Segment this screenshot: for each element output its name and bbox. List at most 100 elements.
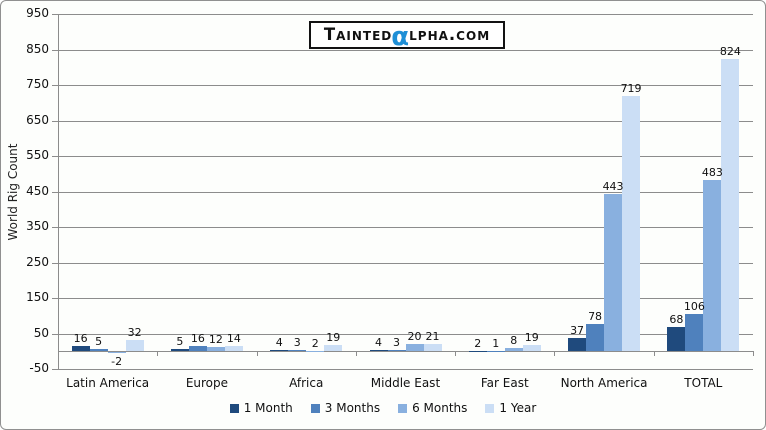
y-tick-label: 450 (26, 183, 49, 198)
bar-value-label: 68 (669, 313, 684, 327)
bar-3-months (685, 313, 704, 352)
legend-label: 1 Year (499, 401, 537, 415)
y-axis-line (58, 14, 59, 369)
logo-text-prefix: Tainted (323, 24, 393, 44)
bar-value-label: 5 (176, 335, 184, 349)
legend-item: 3 Months (310, 401, 381, 415)
bar-value-label: 16 (73, 331, 88, 345)
bar-value-label: 4 (375, 335, 382, 349)
x-axis-line (58, 351, 753, 353)
y-axis-tick (52, 49, 58, 51)
y-tick-label: 850 (26, 41, 49, 56)
gridline (58, 191, 753, 193)
y-axis-tick (52, 14, 58, 15)
bar-value-label: 19 (326, 330, 341, 344)
category-label: Middle East (370, 376, 441, 390)
gridline (58, 120, 753, 122)
x-axis-tick (355, 351, 357, 357)
y-tick-label: 950 (26, 6, 49, 20)
category-label: Europe (185, 376, 229, 390)
bar-1-year (324, 344, 343, 352)
category-label: Far East (480, 376, 529, 390)
category-label: Africa (289, 376, 324, 390)
bar-1-month (270, 349, 289, 352)
bar-1-year (125, 339, 144, 352)
gridline (58, 85, 753, 86)
bar-1-month (468, 350, 487, 352)
y-axis-tick (52, 120, 58, 122)
x-axis-tick (256, 351, 258, 357)
bar-value-label: 12 (208, 332, 223, 346)
x-axis-tick (753, 351, 754, 357)
bar-value-label: 14 (226, 332, 241, 346)
bar-6-months (604, 193, 623, 352)
bar-value-label: 21 (425, 329, 440, 343)
legend-item: 6 Months (398, 401, 467, 415)
bar-value-label: 32 (127, 325, 142, 339)
bar-value-label: 3 (393, 336, 400, 350)
bar-6-months (206, 346, 225, 352)
bar-value-label: 19 (524, 330, 539, 344)
bar-value-label: -2 (111, 354, 123, 368)
y-tick-label: 250 (26, 254, 49, 269)
legend: 1 Month 3 Months 6 Months 1 Year (1, 400, 765, 416)
bar-1-month (568, 338, 587, 352)
bar-3-months (586, 323, 605, 352)
bar-1-month (667, 327, 686, 352)
x-axis-tick (653, 351, 655, 357)
gridline (58, 369, 753, 370)
legend-label: 3 Months (324, 401, 381, 415)
category-label: TOTAL (684, 376, 723, 390)
legend-marker-icon (398, 403, 408, 413)
bar-value-label: 4 (275, 335, 283, 349)
gridline (58, 298, 753, 299)
x-axis-tick (554, 351, 556, 357)
category-label: Latin America (66, 376, 150, 390)
gridline (58, 227, 753, 228)
category-label: North America (560, 376, 648, 390)
y-tick-label: 650 (26, 112, 49, 127)
legend-marker-icon (485, 403, 495, 413)
bar-6-months (306, 350, 325, 352)
bar-6-months (405, 344, 424, 352)
bar-6-months (703, 179, 722, 352)
legend-label: 1 Month (243, 401, 293, 415)
y-axis-tick (52, 262, 58, 264)
bar-3-months (387, 350, 406, 352)
bar-1-year (721, 58, 740, 352)
bar-value-label: 719 (620, 82, 642, 95)
bar-1-year (224, 346, 243, 352)
logo-text-suffix: lpha.com (409, 24, 491, 44)
y-tick-label: 50 (33, 325, 49, 340)
bar-value-label: 106 (683, 299, 705, 313)
logo-watermark: Tainted α lpha.com (309, 21, 505, 50)
gridline (58, 262, 753, 264)
bar-value-label: 2 (474, 336, 482, 350)
y-axis-tick (52, 298, 58, 299)
gridline (58, 14, 753, 15)
bar-value-label: 1 (492, 336, 500, 350)
y-tick-label: 150 (26, 290, 49, 304)
legend-marker-icon (310, 403, 320, 413)
legend-label: 6 Months (412, 401, 468, 415)
bar-3-months (486, 350, 505, 352)
x-axis-tick (157, 351, 159, 357)
bar-3-months (188, 345, 207, 352)
gridline (58, 49, 753, 51)
bar-1-month (369, 349, 388, 352)
bar-value-label: 16 (190, 331, 205, 345)
bar-value-label: 2 (311, 336, 319, 350)
bar-value-label: 3 (293, 336, 301, 350)
y-axis-tick (52, 156, 58, 157)
bar-3-months (288, 350, 307, 352)
bar-value-label: 5 (95, 335, 103, 349)
gridline (58, 156, 753, 157)
bar-value-label: 824 (719, 44, 741, 58)
y-axis-tick (52, 85, 58, 86)
bar-1-year (522, 344, 541, 352)
y-tick-label: 550 (26, 148, 49, 162)
bar-value-label: 78 (588, 309, 603, 323)
bar-1-month (170, 349, 189, 352)
bar-6-months (107, 352, 126, 353)
